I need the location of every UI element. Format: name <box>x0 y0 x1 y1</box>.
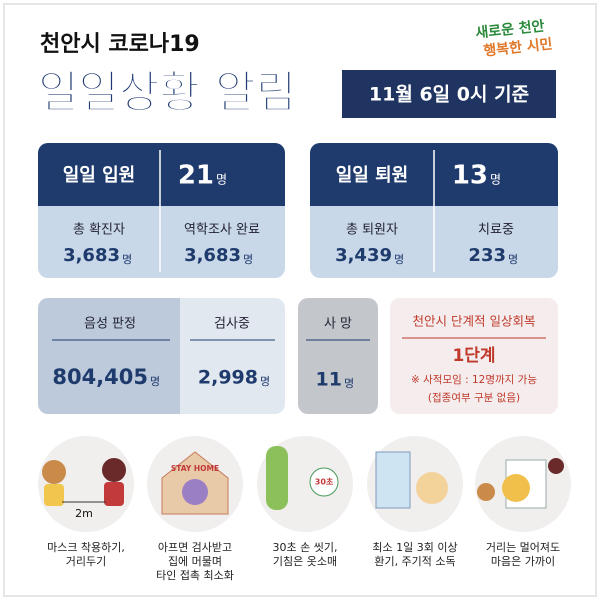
title: 일일상황 알림 <box>38 67 296 118</box>
unit: 명 <box>122 253 132 266</box>
admission-card: 일일 입원 21 명 총 확진자 3,683 명 역학조사 완료 3,683 명 <box>38 143 285 278</box>
icon <box>416 472 448 504</box>
frame <box>3 3 597 597</box>
value: 233 <box>468 245 506 266</box>
label: 검사중 <box>214 317 250 332</box>
label: 치료중 <box>478 223 514 238</box>
unit: 명 <box>490 173 501 187</box>
tip-caption: 거리는 멀어져도 <box>486 541 560 554</box>
value: 804,405 <box>52 365 148 389</box>
icon-text: 30초 <box>315 478 334 487</box>
unit: 명 <box>508 253 518 266</box>
icon-text: 2m <box>75 507 93 520</box>
label: 역학조사 완료 <box>184 223 260 238</box>
label: 사 망 <box>324 317 352 332</box>
card-bg <box>298 298 378 414</box>
tip-caption: 타인 접촉 최소화 <box>156 569 234 582</box>
value: 3,683 <box>184 245 241 266</box>
tip-caption: 마음은 가까이 <box>491 555 555 568</box>
label: 음성 판정 <box>84 317 136 332</box>
discharge-card: 일일 퇴원 13 명 총 퇴원자 3,439 명 치료중 233 명 <box>310 143 558 278</box>
card-top <box>38 143 285 206</box>
icon <box>477 483 495 501</box>
tip-caption: 아프면 검사받고 <box>158 541 232 554</box>
icon <box>44 484 64 506</box>
tips: 2m STAY HOME 30초 <box>38 436 571 532</box>
icon <box>42 460 66 484</box>
tip-caption: 집에 머물며 <box>168 555 222 568</box>
notice-level: 1단계 <box>452 346 495 366</box>
unit: 명 <box>344 377 354 390</box>
unit: 명 <box>260 375 270 388</box>
unit: 명 <box>243 253 253 266</box>
tip-caption: 최소 1일 3회 이상 <box>372 540 457 554</box>
value: 13 <box>452 161 488 191</box>
unit: 명 <box>394 253 404 266</box>
death-card: 사 망 11 명 <box>298 298 378 414</box>
tip-caption: 30초 손 씻기, <box>273 541 338 554</box>
tip-caption: 기침은 옷소매 <box>273 555 337 568</box>
date-box <box>342 70 556 118</box>
unit: 명 <box>216 173 227 187</box>
tip-caption: 마스크 착용하기, <box>47 540 125 554</box>
icon <box>548 458 564 474</box>
notice-rule: ※ 사적모임 : 12명까지 가능 <box>411 373 537 386</box>
label: 일일 입원 <box>63 164 136 186</box>
value: 3,439 <box>335 245 392 266</box>
notice-title: 천안시 단계적 일상회복 <box>413 314 536 329</box>
icon <box>102 458 126 482</box>
icon <box>502 474 530 502</box>
icon <box>309 467 339 497</box>
value: 11 <box>316 369 342 391</box>
label: 총 퇴원자 <box>346 223 398 238</box>
unit: 명 <box>150 375 160 388</box>
value: 21 <box>178 161 214 191</box>
icon <box>266 446 288 510</box>
icon <box>104 482 124 506</box>
date: 11월 6일 0시 기준 <box>369 84 529 106</box>
value: 2,998 <box>198 367 258 389</box>
card-left <box>38 298 180 414</box>
value: 3,683 <box>63 245 120 266</box>
subtitle: 천안시 코로나19 <box>40 32 200 57</box>
notice-note: (접종여부 구분 없음) <box>428 391 520 404</box>
notice-card: 천안시 단계적 일상회복 1단계 ※ 사적모임 : 12명까지 가능 (접종여부… <box>390 298 558 414</box>
icon <box>182 479 208 505</box>
tests-card: 음성 판정 804,405 명 검사중 2,998 명 <box>38 298 285 414</box>
icon-text: STAY HOME <box>171 464 219 473</box>
icon <box>375 451 411 509</box>
label: 일일 퇴원 <box>336 165 409 186</box>
card-bg <box>390 298 558 414</box>
tip-caption: 거리두기 <box>66 555 106 568</box>
label: 총 확진자 <box>73 223 125 238</box>
tip-caption: 환기, 주기적 소독 <box>374 555 455 568</box>
